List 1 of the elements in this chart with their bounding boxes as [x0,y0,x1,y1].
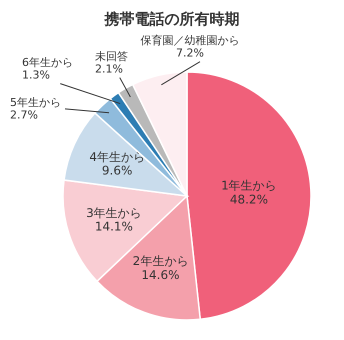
title: 携帯電話の所有時期 [104,10,240,28]
